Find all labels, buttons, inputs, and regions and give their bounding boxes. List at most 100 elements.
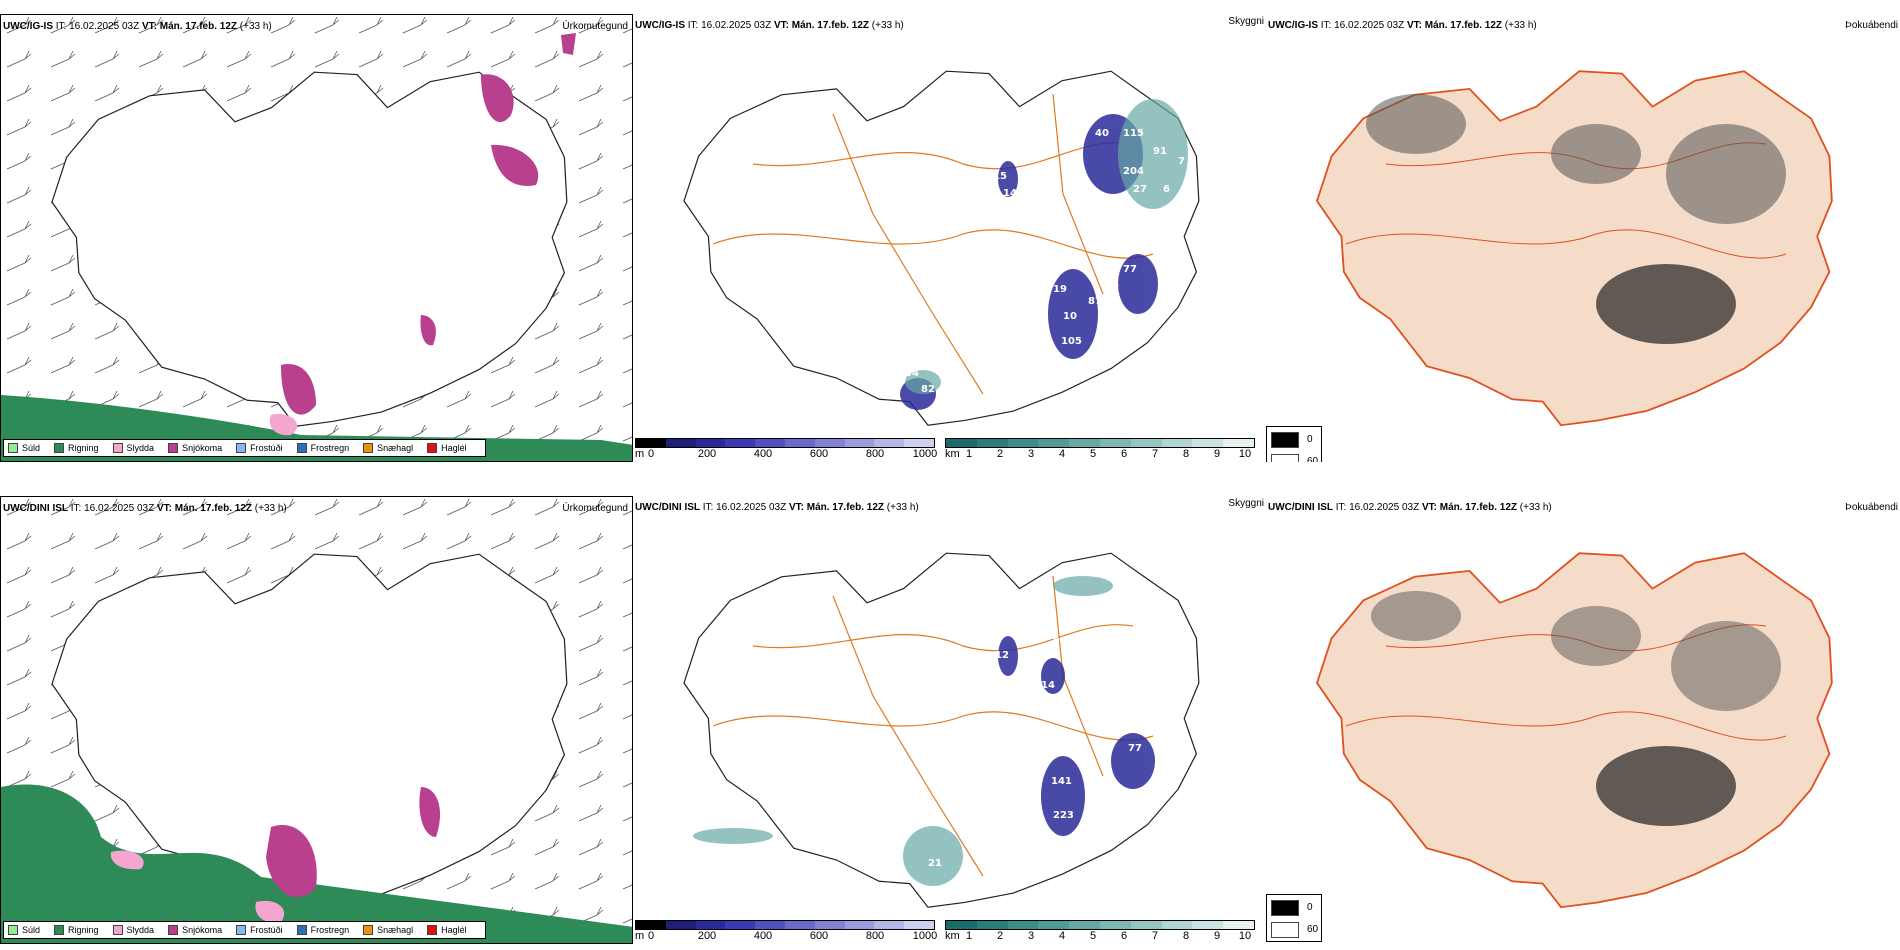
sleet-area: [255, 900, 285, 923]
cloud-base-label: 13: [1053, 224, 1067, 235]
cloud-base-label: 19: [1053, 284, 1067, 295]
cloud-map-bottom: 12 9 14 5 77 141 87 223 21 59: [683, 552, 1200, 908]
panel-title: Þokuábendi: [1845, 502, 1898, 513]
cloud-base-label: 91: [1153, 146, 1167, 157]
fog-index-area: [1551, 606, 1641, 666]
visibility-colorbar: km 1 2 3 4 5 6 7 8 9 10: [945, 438, 1255, 460]
panel-header: UWC/DINI ISL IT: 16.02.2025 03Z VT: Mán.…: [1268, 502, 1552, 513]
cloud-base-label: 10: [1063, 311, 1077, 322]
precip-legend: Súld Rigning Slydda Snjókoma Frostúði Fr…: [3, 439, 486, 457]
panel-title: Skyggni: [1228, 498, 1264, 509]
fog-index-area: [1671, 621, 1781, 711]
legend-item: Rigning: [54, 443, 99, 453]
legend-item: Frostregn: [296, 443, 349, 453]
cloud-base-label: 223: [1053, 810, 1074, 821]
cloud-base-colorbar: m 0 200 400 600 800 1000: [635, 920, 937, 942]
precip-legend: Súld Rigning Slydda Snjókoma Frostúði Fr…: [3, 921, 486, 939]
cloud-base-label: 87: [1088, 773, 1102, 784]
road-network: [712, 93, 1154, 395]
cloud-base-label: 7: [1178, 201, 1185, 212]
fog-index-area: [1596, 746, 1736, 826]
precip-type-map-bottom: [1, 497, 632, 943]
snow-area: [481, 74, 514, 123]
fog-index-area: [1366, 94, 1466, 154]
legend-item: Slydda: [112, 443, 154, 453]
cloud-base-area: [998, 161, 1018, 197]
legend-item: Frostúði: [236, 925, 283, 935]
legend-item: Frostregn: [296, 925, 349, 935]
cloud-base-label: 54: [905, 368, 919, 379]
legend-item: Súld: [8, 925, 40, 935]
cloud-base-area: [1118, 254, 1158, 314]
fog-panel-top: UWC/IG-IS IT: 16.02.2025 03Z VT: Mán. 17…: [1266, 14, 1900, 462]
visibility-colorbar: km 1 2 3 4 5 6 7 8 9 10: [945, 920, 1255, 942]
cloud-base-label: 7: [1178, 156, 1185, 167]
cloud-base-label: 40: [1095, 128, 1109, 139]
fog-index-area: [1551, 124, 1641, 184]
legend-item: Rigning: [54, 925, 99, 935]
snow-area: [491, 144, 539, 186]
cloud-base-label: 15: [993, 171, 1007, 182]
fog-index-area: [1371, 591, 1461, 641]
cloud-base-label: 69: [1065, 191, 1079, 202]
cloud-panel-bottom: 12 9 14 5 77 141 87 223 21 59 UWC/DINI I…: [633, 496, 1266, 944]
cloud-base-label: 14: [1003, 188, 1017, 199]
snow-area: [419, 787, 441, 837]
legend-item: Snjókoma: [168, 443, 222, 453]
cloud-base-label: 9: [1053, 636, 1060, 647]
cloud-base-label: 87: [1088, 296, 1102, 307]
legend-item: Snæhagl: [363, 925, 413, 935]
fog-index-area: [1666, 124, 1786, 224]
panel-header: UWC/DINI ISL IT: 16.02.2025 03Z VT: Mán.…: [635, 502, 919, 513]
legend-item: Slydda: [112, 925, 154, 935]
low-visibility-area: [903, 826, 963, 886]
legend-item: Snjókoma: [168, 925, 222, 935]
cloud-base-label: 77: [1128, 743, 1142, 754]
rain-area: [1, 784, 632, 943]
fog-legend-item: 60: [1267, 452, 1321, 462]
sleet-area: [269, 414, 298, 436]
fog-panel-bottom: UWC/DINI ISL IT: 16.02.2025 03Z VT: Mán.…: [1266, 496, 1900, 944]
cloud-base-area: [1041, 756, 1085, 836]
cloud-base-label: 14: [1041, 680, 1055, 691]
panel-header: UWC/IG-IS IT: 16.02.2025 03Z VT: Mán. 17…: [1268, 20, 1537, 31]
cloud-base-label: 82: [921, 384, 935, 395]
fog-map-bottom: [1316, 552, 1833, 909]
cloud-map-top: 40 115 91 7 204 27 6 7 69 89 77 19 87 13…: [683, 70, 1200, 426]
low-visibility-area: [1053, 576, 1113, 596]
cloud-base-area: [1048, 269, 1098, 359]
fog-legend-item: 60: [1267, 920, 1321, 939]
fog-index-area: [1596, 264, 1736, 344]
snow-area: [561, 33, 576, 55]
legend-item: Haglél: [427, 925, 467, 935]
cloud-base-label: 5: [1083, 693, 1090, 704]
precip-type-panel-bottom: UWC/DINI ISL IT: 16.02.2025 03Z VT: Mán.…: [0, 496, 633, 944]
cloud-base-area: [998, 636, 1018, 676]
fog-legend-item: 0: [1267, 898, 1321, 917]
snow-area: [281, 364, 316, 415]
low-visibility-area: [905, 370, 941, 394]
panel-title: Skyggni: [1228, 16, 1264, 27]
panel-title: Úrkomutegund: [562, 503, 628, 514]
fog-legend: 0 60: [1266, 894, 1322, 942]
cloud-panel-top: 40 115 91 7 204 27 6 7 69 89 77 19 87 13…: [633, 14, 1266, 462]
cloud-base-label: 115: [1123, 128, 1144, 139]
cloud-base-colorbar: m 0 200 400 600 800 1000: [635, 438, 937, 460]
legend-item: Frostúði: [236, 443, 283, 453]
cloud-base-label: 89: [1105, 281, 1119, 292]
legend-item: Súld: [8, 443, 40, 453]
cloud-base-label: 12: [995, 650, 1009, 661]
panel-header: UWC/IG-IS IT: 16.02.2025 03Z VT: Mán. 17…: [635, 20, 904, 31]
cloud-base-area: [1041, 658, 1065, 694]
cloud-base-label: 59: [1063, 658, 1077, 669]
sleet-area: [110, 850, 144, 870]
precip-type-map-top: [1, 15, 632, 461]
legend-item: Snæhagl: [363, 443, 413, 453]
cloud-base-label: 204: [1123, 166, 1144, 177]
cloud-base-label: 34: [1115, 224, 1129, 235]
fog-legend-item: 0: [1267, 430, 1321, 449]
cloud-base-label: 21: [928, 858, 942, 869]
cloud-base-label: 105: [1061, 336, 1082, 347]
snow-area: [266, 825, 317, 897]
panel-header: UWC/IG-IS IT: 16.02.2025 03Z VT: Mán. 17…: [3, 21, 272, 32]
